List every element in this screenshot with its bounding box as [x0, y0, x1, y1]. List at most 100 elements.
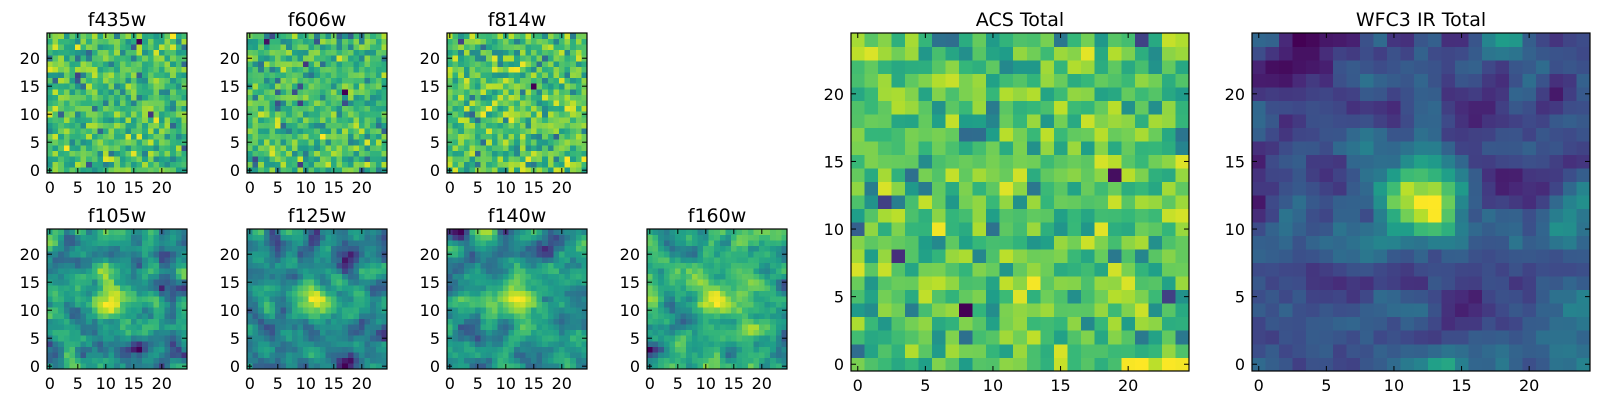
heatmap-cell	[1026, 262, 1041, 277]
heatmap-cell	[325, 240, 332, 247]
heatmap-cell	[497, 257, 504, 263]
heatmap-cell	[570, 318, 577, 325]
heatmap-cell	[52, 55, 59, 62]
heatmap-cell	[519, 111, 526, 118]
heatmap-cell	[491, 122, 498, 129]
x-tick-label: 10	[96, 178, 116, 197]
heatmap-cell	[480, 307, 487, 314]
heatmap-cell	[108, 66, 115, 73]
heatmap-cell	[708, 363, 715, 370]
heatmap-cell	[770, 240, 777, 247]
heatmap-cell	[303, 240, 309, 247]
heatmap-cell	[564, 363, 571, 370]
heatmap-cell	[775, 318, 782, 325]
heatmap-cell	[359, 335, 365, 342]
heatmap-cell	[131, 313, 137, 319]
heatmap-cell	[164, 150, 171, 157]
heatmap-cell	[364, 122, 371, 129]
heatmap-cell	[691, 324, 698, 331]
heatmap-cell	[280, 77, 287, 84]
heatmap-cell	[336, 83, 343, 90]
heatmap-cell	[125, 150, 132, 157]
heatmap-cell	[753, 301, 760, 308]
heatmap-cell	[159, 49, 165, 56]
heatmap-cell	[452, 167, 459, 174]
heatmap-cell	[147, 245, 154, 252]
heatmap-cell	[525, 329, 532, 336]
heatmap-cell	[775, 341, 782, 347]
heatmap-cell	[125, 77, 132, 84]
heatmap-cell	[58, 72, 65, 79]
heatmap-cell	[703, 307, 709, 314]
heatmap-cell	[280, 100, 287, 107]
heatmap-cell	[547, 77, 554, 84]
heatmap-cell	[680, 363, 687, 370]
heatmap-cell	[125, 122, 132, 129]
heatmap-cell	[125, 290, 132, 297]
heatmap-cell	[331, 329, 337, 336]
heatmap-cell	[458, 83, 465, 90]
heatmap-cell	[114, 268, 121, 275]
heatmap-cell	[291, 72, 298, 79]
heatmap-cell	[280, 55, 287, 62]
heatmap-cell	[108, 133, 115, 140]
heatmap-cell	[1107, 208, 1122, 223]
heatmap-cell	[336, 139, 343, 146]
heatmap-cell	[103, 145, 109, 151]
heatmap-cell	[691, 240, 698, 247]
heatmap-cell	[575, 105, 582, 112]
heatmap-cell	[747, 346, 754, 353]
heatmap-cell	[370, 105, 377, 112]
heatmap-cell	[147, 296, 154, 303]
heatmap-cell	[353, 89, 360, 95]
heatmap-cell	[280, 49, 287, 56]
heatmap-cell	[536, 38, 543, 45]
heatmap-cell	[164, 156, 171, 163]
heatmap-cell	[347, 94, 354, 101]
heatmap-cell	[331, 346, 337, 353]
heatmap-cell	[319, 229, 326, 235]
heatmap-cell	[575, 273, 582, 280]
heatmap-cell	[708, 240, 715, 247]
heatmap-cell	[553, 285, 560, 291]
heatmap-cell	[381, 72, 388, 79]
heatmap-cells	[447, 33, 588, 174]
heatmap-cell	[742, 285, 749, 291]
heatmap-cell	[1013, 222, 1028, 237]
heatmap-cell	[175, 139, 182, 146]
heatmap-cell	[542, 262, 549, 269]
heatmap-cell	[353, 251, 360, 258]
heatmap-cell	[353, 100, 360, 107]
heatmap-cell	[247, 122, 253, 129]
heatmap-cell	[381, 285, 388, 291]
heatmap-cell	[342, 273, 349, 280]
heatmap-cell	[486, 105, 493, 112]
heatmap-cell	[291, 117, 298, 123]
heatmap-cell	[119, 363, 126, 370]
heatmap-cell	[303, 83, 309, 90]
heatmap-cell	[764, 324, 771, 331]
heatmap-cell	[52, 268, 59, 275]
heatmap-cell	[945, 181, 960, 196]
heatmap-cell	[542, 77, 549, 84]
heatmap-cell	[547, 100, 554, 107]
heatmap-cell	[486, 111, 493, 118]
heatmap-cell	[364, 262, 371, 269]
heatmap-cell	[47, 44, 53, 51]
heatmap-cell	[125, 66, 132, 73]
heatmap-cell	[131, 346, 137, 353]
heatmap-cell	[52, 251, 59, 258]
heatmap-cell	[463, 33, 470, 39]
heatmap-cell	[1121, 222, 1136, 237]
heatmap-cell	[497, 77, 504, 84]
heatmap-cell	[658, 313, 665, 319]
heatmap-cell	[475, 61, 481, 67]
heatmap-cell	[447, 161, 453, 168]
heatmap-cell	[136, 38, 143, 45]
heatmap-cell	[753, 273, 760, 280]
heatmap-cell	[575, 72, 582, 79]
heatmap-cell	[497, 357, 504, 364]
heatmap-cell	[932, 289, 946, 304]
heatmap-cell	[47, 150, 53, 157]
heatmap-cell	[114, 122, 121, 129]
